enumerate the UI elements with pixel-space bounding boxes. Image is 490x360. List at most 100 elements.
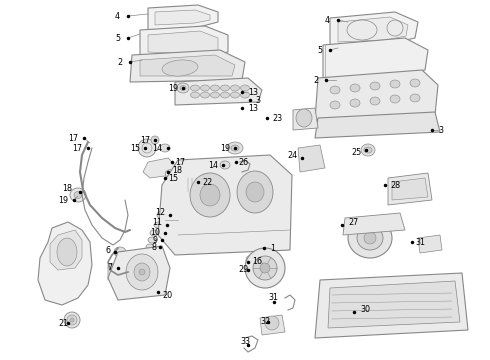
Ellipse shape	[265, 316, 279, 330]
Polygon shape	[315, 273, 468, 338]
Ellipse shape	[231, 145, 239, 151]
Ellipse shape	[246, 182, 264, 202]
Text: 2: 2	[117, 58, 122, 67]
Ellipse shape	[191, 85, 199, 91]
Text: 27: 27	[348, 217, 358, 226]
Text: 1: 1	[270, 243, 275, 252]
Text: 26: 26	[238, 158, 248, 166]
Polygon shape	[38, 222, 92, 305]
Text: 17: 17	[72, 144, 82, 153]
Text: 4: 4	[325, 15, 330, 24]
Ellipse shape	[364, 147, 372, 153]
Ellipse shape	[126, 254, 158, 290]
Ellipse shape	[370, 82, 380, 90]
Ellipse shape	[157, 211, 167, 219]
Ellipse shape	[180, 86, 186, 90]
Ellipse shape	[253, 256, 277, 280]
Text: 17: 17	[68, 134, 78, 143]
Polygon shape	[338, 17, 408, 42]
Text: 13: 13	[248, 87, 258, 96]
Polygon shape	[50, 230, 82, 270]
Polygon shape	[140, 26, 228, 58]
Text: 22: 22	[202, 177, 212, 186]
Text: 19: 19	[220, 144, 230, 153]
Polygon shape	[155, 10, 210, 25]
Ellipse shape	[220, 85, 229, 91]
Text: 9: 9	[153, 235, 158, 244]
Ellipse shape	[330, 101, 340, 109]
Ellipse shape	[220, 161, 230, 169]
Ellipse shape	[165, 170, 179, 180]
Text: 18: 18	[172, 166, 182, 175]
Ellipse shape	[114, 247, 126, 257]
Polygon shape	[143, 158, 175, 178]
Text: 10: 10	[150, 228, 160, 237]
Ellipse shape	[390, 80, 400, 88]
Ellipse shape	[230, 92, 240, 98]
Ellipse shape	[154, 222, 162, 228]
Ellipse shape	[138, 139, 156, 157]
Polygon shape	[158, 155, 292, 255]
Text: 6: 6	[105, 246, 110, 255]
Polygon shape	[298, 145, 325, 172]
Ellipse shape	[146, 244, 154, 250]
Polygon shape	[392, 178, 428, 200]
Text: 19: 19	[168, 84, 178, 93]
Polygon shape	[388, 173, 432, 205]
Ellipse shape	[370, 97, 380, 105]
Ellipse shape	[410, 79, 420, 87]
Text: 33: 33	[240, 338, 250, 346]
Text: 12: 12	[155, 207, 165, 216]
Ellipse shape	[241, 92, 249, 98]
Text: 29: 29	[238, 266, 248, 274]
Polygon shape	[130, 50, 245, 82]
Text: 21: 21	[58, 319, 68, 328]
Polygon shape	[293, 108, 318, 130]
Ellipse shape	[200, 85, 210, 91]
Text: 8: 8	[151, 243, 156, 252]
Polygon shape	[148, 31, 218, 54]
Ellipse shape	[70, 188, 86, 202]
Polygon shape	[260, 315, 285, 335]
Text: 2: 2	[313, 76, 318, 85]
Ellipse shape	[390, 95, 400, 103]
Text: 18: 18	[62, 184, 72, 193]
Text: 23: 23	[272, 113, 282, 122]
Text: 31: 31	[415, 238, 425, 247]
Text: 32: 32	[260, 318, 270, 327]
Text: 16: 16	[252, 257, 262, 266]
Text: 28: 28	[390, 180, 400, 189]
Text: 4: 4	[115, 12, 120, 21]
Polygon shape	[148, 5, 218, 30]
Ellipse shape	[190, 173, 230, 217]
Polygon shape	[175, 78, 262, 105]
Ellipse shape	[162, 60, 198, 76]
Text: 5: 5	[317, 45, 322, 54]
Ellipse shape	[410, 94, 420, 102]
Text: 31: 31	[268, 293, 278, 302]
Text: 20: 20	[162, 291, 172, 300]
Ellipse shape	[151, 136, 159, 144]
Ellipse shape	[70, 318, 74, 322]
Ellipse shape	[74, 192, 82, 198]
Polygon shape	[315, 70, 438, 120]
Ellipse shape	[296, 109, 312, 127]
Ellipse shape	[350, 84, 360, 92]
Ellipse shape	[64, 312, 80, 328]
Polygon shape	[323, 38, 428, 78]
Polygon shape	[108, 262, 135, 280]
Ellipse shape	[350, 99, 360, 107]
Ellipse shape	[260, 263, 270, 273]
Polygon shape	[185, 175, 205, 192]
Ellipse shape	[148, 237, 156, 243]
Text: 15: 15	[130, 144, 140, 153]
Ellipse shape	[200, 92, 210, 98]
Ellipse shape	[211, 85, 220, 91]
Ellipse shape	[211, 92, 220, 98]
Ellipse shape	[357, 226, 383, 250]
Polygon shape	[140, 55, 235, 76]
Text: 7: 7	[107, 264, 112, 273]
Ellipse shape	[230, 85, 240, 91]
Ellipse shape	[227, 142, 243, 154]
Polygon shape	[315, 112, 440, 138]
